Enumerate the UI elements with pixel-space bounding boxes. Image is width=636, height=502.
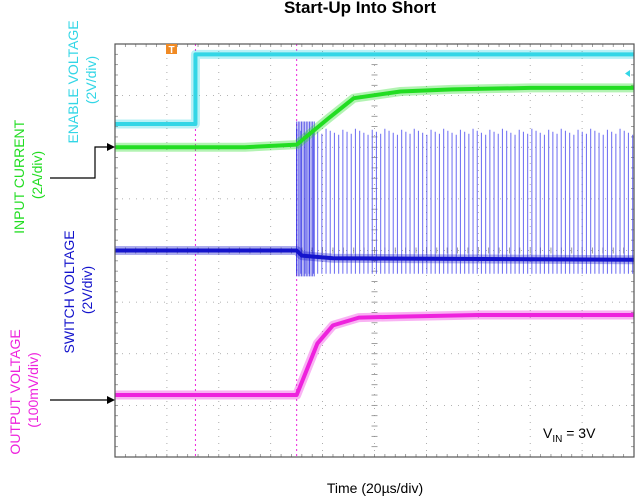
output-voltage-noise — [115, 310, 634, 400]
chart-title: Start-Up Into Short — [284, 0, 436, 17]
input-current-label: INPUT CURRENT — [11, 119, 27, 234]
traces — [115, 44, 635, 457]
input-current-arrowhead — [107, 143, 115, 151]
svg-text:ENABLE VOLTAGE (2V/div): ENABLE VOLTAGE (2V/div) — [65, 16, 99, 143]
trigger-marker: T — [166, 44, 177, 56]
enable-voltage-trace — [115, 52, 634, 127]
output-voltage-scale: (100mV/div) — [25, 352, 41, 427]
output-voltage-trace — [115, 313, 634, 398]
output-voltage-arrowhead — [107, 396, 115, 404]
trigger-label: T — [168, 45, 174, 56]
switch-voltage-trace — [115, 248, 635, 262]
input-current-scale: (2A/div) — [29, 151, 45, 199]
switch-voltage-scale: (2V/div) — [79, 266, 95, 314]
svg-text:OUTPUT VOLTAGE (100mV/div): OUTPUT VOLTAGE (100mV/div) — [7, 325, 41, 454]
switch-voltage-envelope — [296, 121, 634, 277]
input-current-arrow — [50, 146, 108, 179]
enable-voltage-label: ENABLE VOLTAGE — [65, 20, 81, 143]
switch-voltage-label: SWITCH VOLTAGE — [61, 230, 77, 353]
output-voltage-label: OUTPUT VOLTAGE — [7, 329, 23, 454]
enable-voltage-scale: (2V/div) — [83, 56, 99, 104]
svg-text:SWITCH VOLTAGE (2V/div): SWITCH VOLTAGE (2V/div) — [61, 226, 95, 353]
x-axis-label: Time (20µs/div) — [327, 480, 423, 496]
svg-text:INPUT CURRENT (2A/div): INPUT CURRENT (2A/div) — [11, 116, 45, 234]
input-current-trace — [115, 85, 634, 150]
plot-frame — [114, 43, 635, 458]
level-marker-icon — [625, 70, 630, 77]
label-arrows — [50, 146, 108, 401]
vin-annotation: VIN = 3V — [543, 425, 596, 445]
